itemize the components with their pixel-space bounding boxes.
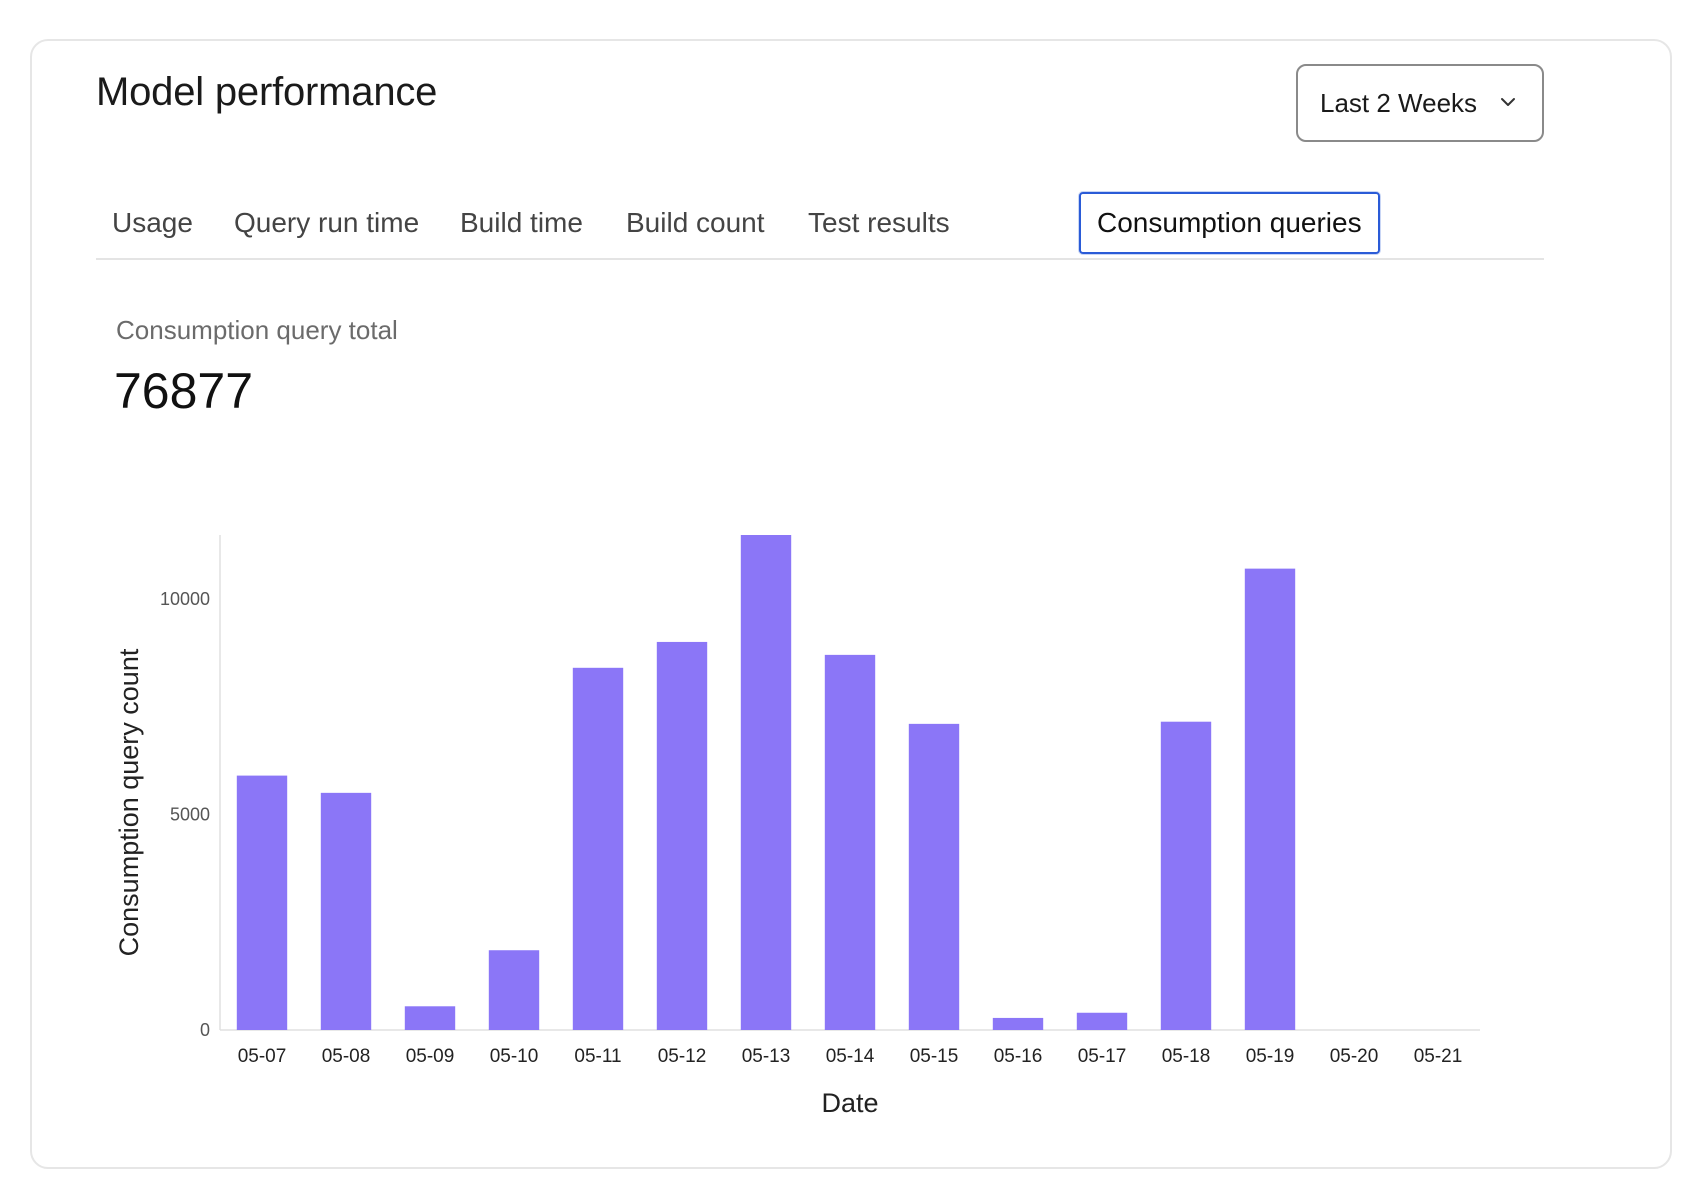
tab-test-results[interactable]: Test results (808, 207, 950, 238)
bar[interactable] (236, 775, 288, 1030)
x-tick-label: 05-15 (910, 1046, 959, 1067)
y-tick-label: 5000 (170, 804, 210, 824)
bar[interactable] (320, 792, 372, 1030)
x-tick-label: 05-09 (406, 1046, 455, 1067)
x-tick-label: 05-20 (1330, 1046, 1379, 1067)
x-tick-label: 05-07 (238, 1046, 287, 1067)
tab-bar: Usage Query run time Build time Build co… (96, 192, 1544, 260)
consumption-queries-bar-chart: 0 5000 10000 05-07 05-08 05-09 05-10 05-11 05-12… (114, 535, 1480, 1118)
date-range-value: Last 2 Weeks (1320, 87, 1478, 118)
x-tick-label: 05-10 (490, 1046, 539, 1067)
x-tick-label: 05-21 (1414, 1046, 1463, 1067)
x-tick-label: 05-18 (1162, 1046, 1211, 1067)
bar[interactable] (404, 1006, 456, 1030)
bar[interactable] (740, 535, 792, 1030)
bar[interactable] (1160, 721, 1212, 1030)
x-tick-label: 05-12 (658, 1046, 707, 1067)
bar[interactable] (1244, 568, 1296, 1030)
x-tick-label: 05-16 (994, 1046, 1043, 1067)
y-tick-label: 0 (200, 1020, 210, 1040)
metric-value: 76877 (114, 363, 254, 419)
tab-usage[interactable]: Usage (112, 207, 193, 238)
tab-consumption-queries[interactable]: Consumption queries (1079, 192, 1380, 254)
bar[interactable] (908, 723, 960, 1030)
x-tick-label: 05-17 (1078, 1046, 1127, 1067)
date-range-select[interactable]: Last 2 Weeks (1296, 64, 1544, 142)
x-tick-label: 05-13 (742, 1046, 791, 1067)
bar[interactable] (992, 1017, 1044, 1030)
y-tick-label: 10000 (160, 589, 210, 609)
bar[interactable] (1076, 1012, 1128, 1030)
bar[interactable] (656, 641, 708, 1030)
x-axis-title: Date (821, 1088, 878, 1118)
y-axis-title: Consumption query count (114, 648, 144, 956)
x-tick-label: 05-14 (826, 1046, 875, 1067)
x-tick-label: 05-19 (1246, 1046, 1295, 1067)
bar[interactable] (824, 654, 876, 1030)
bar[interactable] (488, 950, 540, 1030)
page-title: Model performance (96, 70, 438, 114)
x-tick-label: 05-08 (322, 1046, 371, 1067)
x-tick-label: 05-11 (574, 1046, 621, 1067)
bar[interactable] (572, 667, 624, 1030)
tab-build-time[interactable]: Build time (460, 207, 583, 238)
metric-label: Consumption query total (116, 315, 398, 345)
tab-build-count[interactable]: Build count (626, 207, 765, 238)
chevron-down-icon (1501, 98, 1515, 106)
tab-query-run-time[interactable]: Query run time (234, 207, 420, 238)
